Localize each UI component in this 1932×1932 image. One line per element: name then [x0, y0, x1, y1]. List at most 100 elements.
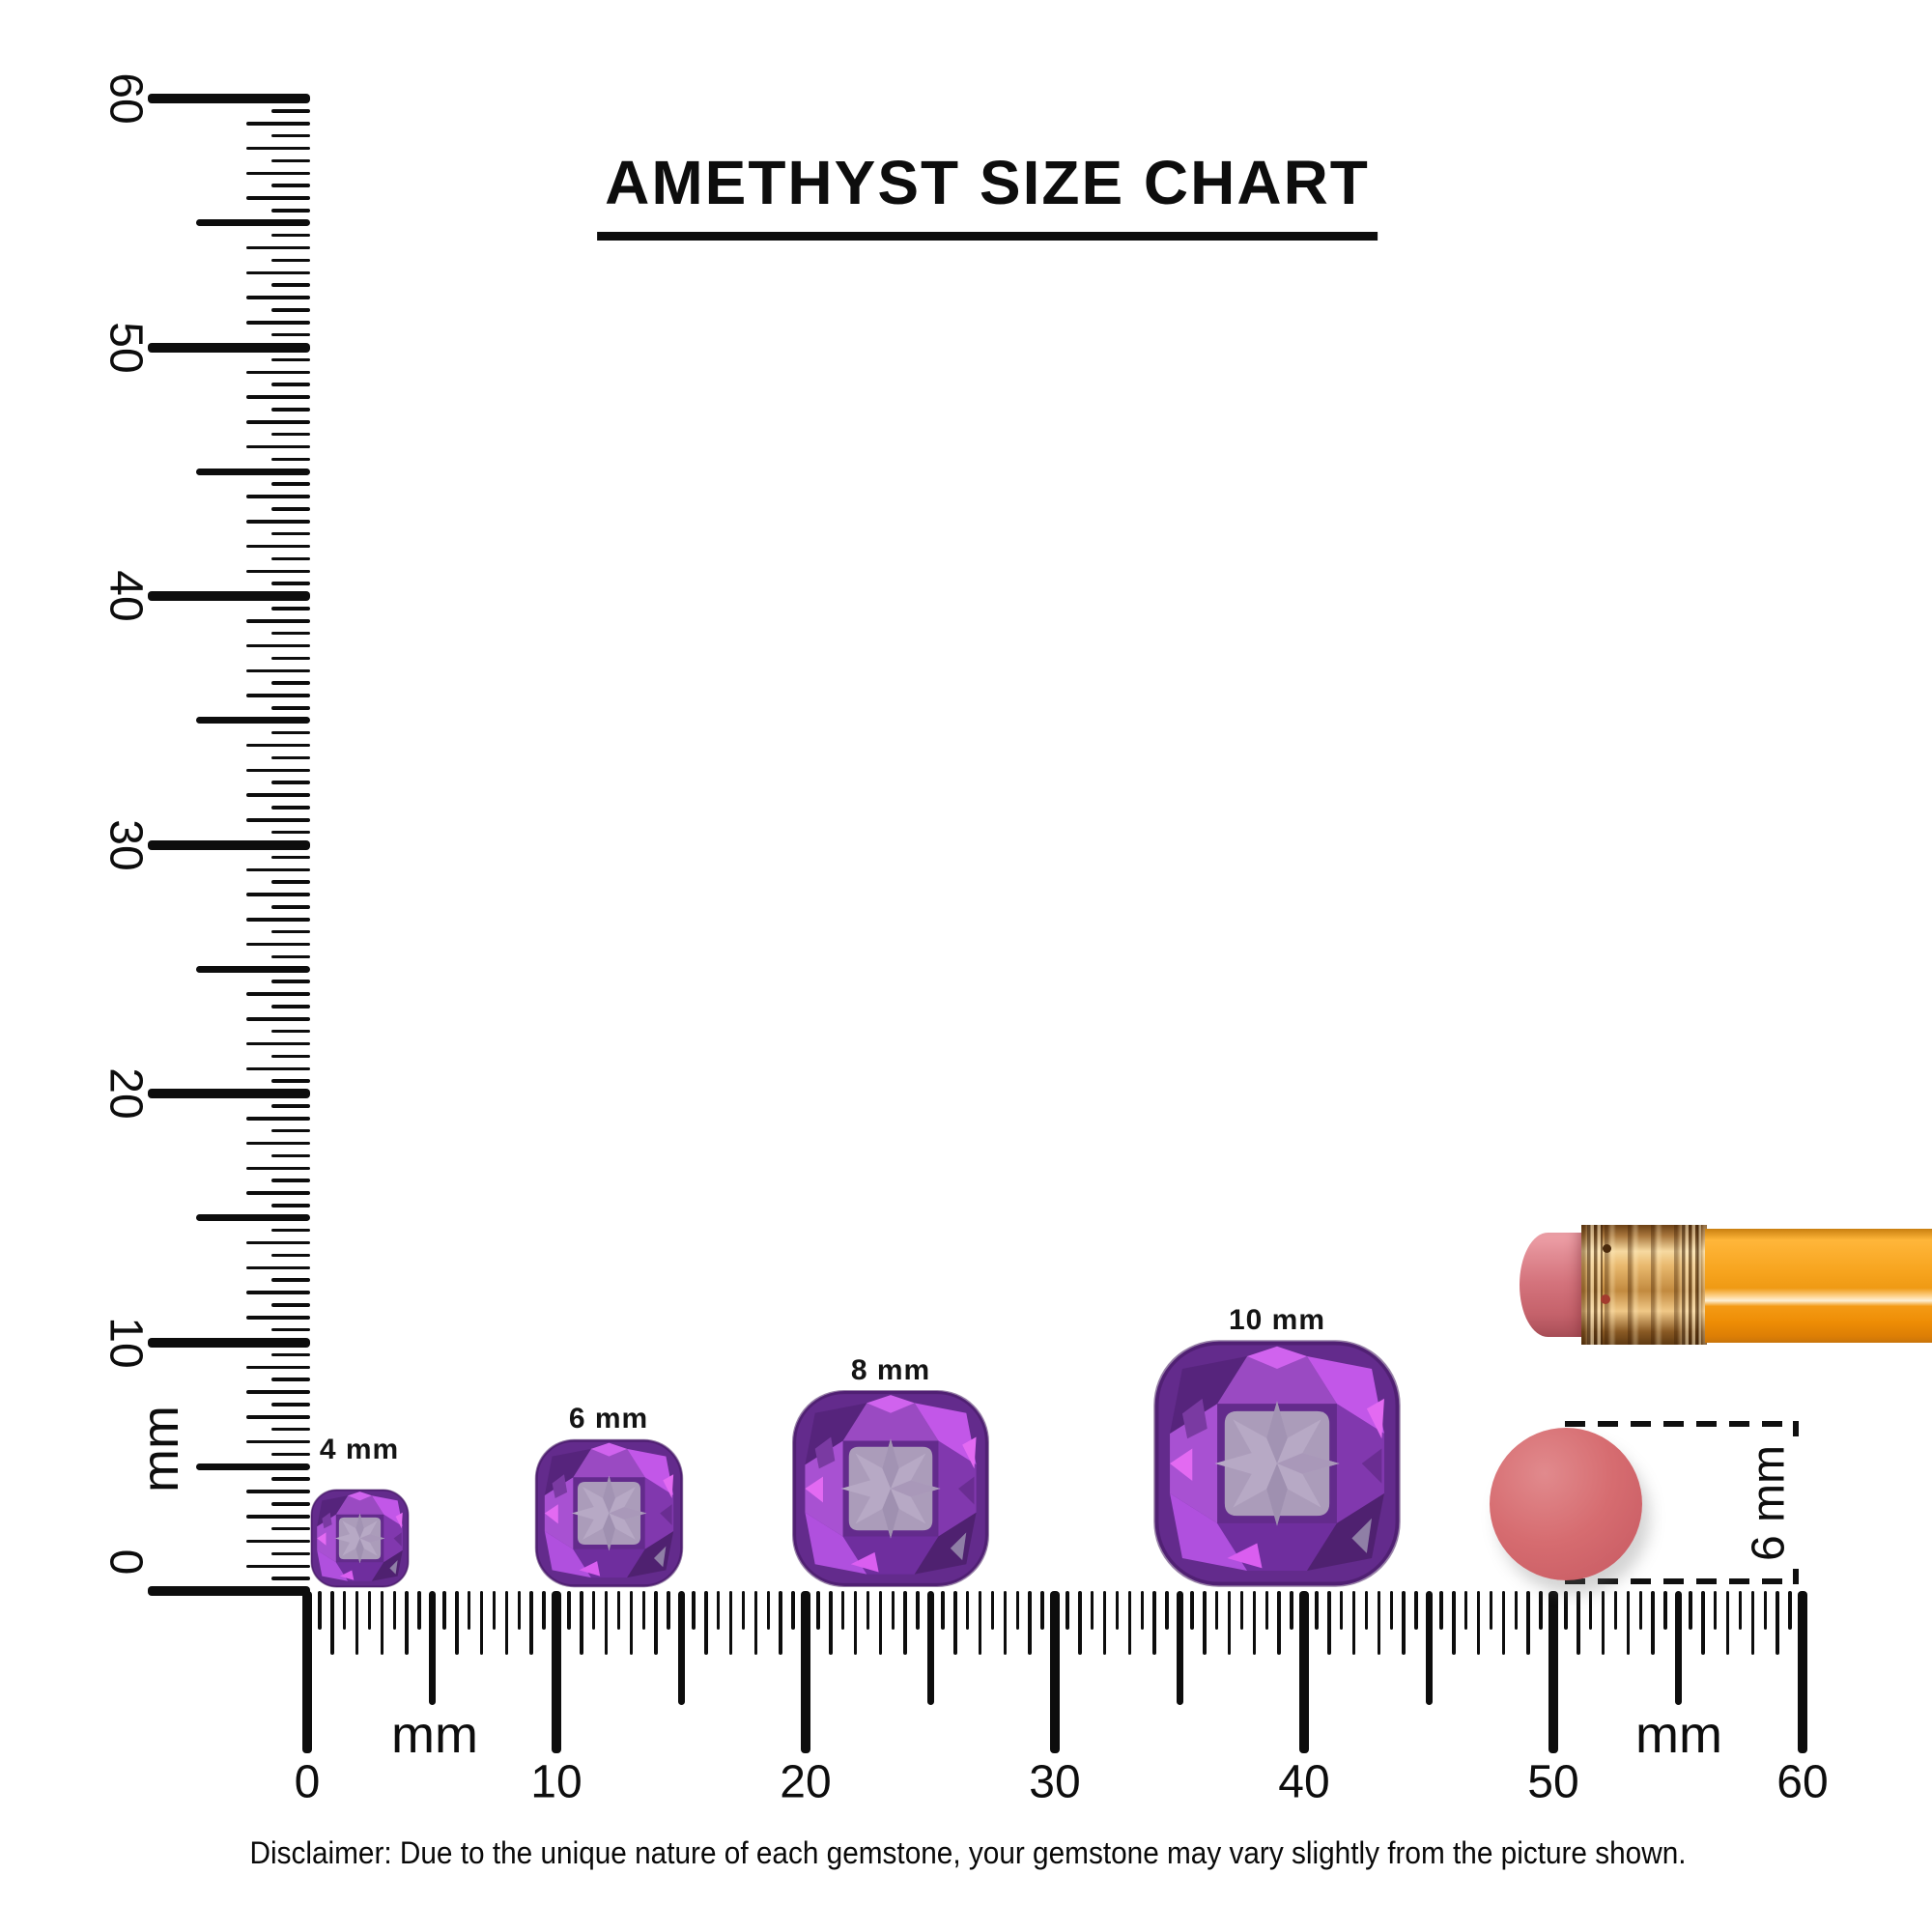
ruler-tick: [271, 1228, 310, 1233]
ruler-number: 40: [99, 570, 152, 622]
ruler-tick: [629, 1591, 634, 1655]
ruler-tick: [246, 1415, 310, 1419]
ruler-tick: [766, 1591, 771, 1630]
ruler-tick: [1227, 1591, 1232, 1655]
ruler-tick: [1763, 1591, 1768, 1630]
ferrule-crimp-band: [1587, 1225, 1603, 1345]
ruler-tick: [271, 1253, 310, 1258]
ruler-tick: [1339, 1591, 1344, 1630]
ruler-number: 40: [1278, 1756, 1330, 1808]
ruler-tick: [1788, 1591, 1792, 1630]
ruler-tick: [246, 1017, 310, 1021]
ruler-tick: [753, 1591, 758, 1655]
ruler-tick: [1239, 1591, 1244, 1630]
ruler-tick: [246, 520, 310, 524]
ruler-tick: [1015, 1591, 1020, 1630]
ruler-tick: [246, 1291, 310, 1294]
eraser-measure-label: 6 mm: [1743, 1445, 1795, 1561]
ruler-tick: [271, 1352, 310, 1357]
ruler-number: 60: [1776, 1756, 1829, 1808]
ruler-tick: [196, 1214, 310, 1222]
ruler-tick: [965, 1591, 970, 1630]
gem-size-label-4mm: 4 mm: [319, 1434, 400, 1465]
ruler-tick: [1028, 1591, 1032, 1655]
ruler-tick: [978, 1591, 982, 1655]
ruler-tick: [246, 1515, 310, 1519]
ruler-tick: [866, 1591, 870, 1630]
ruler-unit-label: mm: [1635, 1706, 1722, 1764]
ruler-tick: [246, 146, 310, 151]
ruler-tick: [246, 992, 310, 996]
ruler-tick: [246, 619, 310, 623]
ruler-tick: [246, 818, 310, 822]
ruler-tick: [1165, 1591, 1169, 1630]
ruler-number: 30: [1029, 1756, 1081, 1808]
ruler-tick: [246, 1365, 310, 1369]
ruler-tick: [916, 1591, 920, 1630]
ruler-tick: [271, 1179, 310, 1182]
ruler-tick: [246, 893, 310, 896]
ruler-tick: [1414, 1591, 1418, 1630]
ruler-tick: [271, 905, 310, 909]
ruler-tick: [1539, 1591, 1543, 1630]
ruler-tick: [271, 332, 310, 337]
ruler-tick: [342, 1591, 347, 1630]
ruler-tick: [271, 133, 310, 138]
ruler-tick: [1078, 1591, 1082, 1655]
ruler-tick: [271, 1005, 310, 1009]
ruler-tick: [1102, 1591, 1107, 1655]
ruler-tick: [479, 1591, 484, 1655]
ruler-tick: [148, 94, 310, 103]
ruler-tick: [891, 1591, 895, 1630]
ruler-tick: [246, 942, 310, 947]
ruler-tick: [246, 395, 310, 399]
ruler-tick: [1364, 1591, 1369, 1630]
ruler-tick: [1577, 1591, 1580, 1655]
ruler-tick: [517, 1591, 522, 1630]
ruler-tick: [1689, 1591, 1692, 1630]
ruler-tick: [878, 1591, 883, 1655]
ruler-tick: [246, 867, 310, 871]
ruler-tick: [791, 1591, 795, 1630]
ruler-tick: [271, 1551, 310, 1556]
pencil-body: [1705, 1229, 1932, 1343]
measure-endcap-bottom: [1793, 1569, 1799, 1584]
ruler-tick: [271, 531, 310, 536]
ruler-tick: [271, 184, 310, 187]
ruler-number: 20: [99, 1067, 152, 1120]
ruler-tick: [246, 544, 310, 549]
ruler-tick: [148, 1089, 310, 1098]
ruler-tick: [148, 839, 310, 850]
ruler-tick: [1501, 1591, 1506, 1655]
ruler-tick: [990, 1591, 995, 1630]
ruler-tick: [1701, 1591, 1705, 1655]
ruler-tick: [271, 1403, 310, 1406]
ruler-tick: [246, 1141, 310, 1146]
ruler-tick: [271, 855, 310, 860]
ruler-tick: [271, 980, 310, 983]
ruler-tick: [271, 1427, 310, 1432]
ruler-tick: [246, 420, 310, 424]
ruler-tick: [1526, 1591, 1530, 1655]
ruler-tick: [271, 482, 310, 486]
pencil: [1520, 1225, 1932, 1345]
ruler-tick: [704, 1591, 708, 1655]
ruler-tick: [271, 1278, 310, 1282]
ruler-tick: [1588, 1591, 1593, 1630]
ruler-tick: [1090, 1591, 1094, 1630]
ruler-tick: [246, 768, 310, 772]
ruler-tick: [271, 1303, 310, 1307]
ruler-tick: [246, 743, 310, 748]
ruler-tick: [271, 1204, 310, 1208]
ruler-tick: [271, 158, 310, 163]
ruler-tick: [392, 1591, 397, 1630]
ruler-tick: [271, 308, 310, 312]
pencil-eraser-tip: [1520, 1233, 1583, 1337]
ruler-tick: [405, 1591, 409, 1655]
ruler-tick: [246, 1066, 310, 1070]
ruler-tick: [271, 755, 310, 760]
disclaimer-text: Disclaimer: Due to the unique nature of …: [249, 1835, 1687, 1870]
ruler-tick: [953, 1591, 957, 1655]
ruler-tick: [246, 643, 310, 648]
ruler-tick: [246, 270, 310, 274]
